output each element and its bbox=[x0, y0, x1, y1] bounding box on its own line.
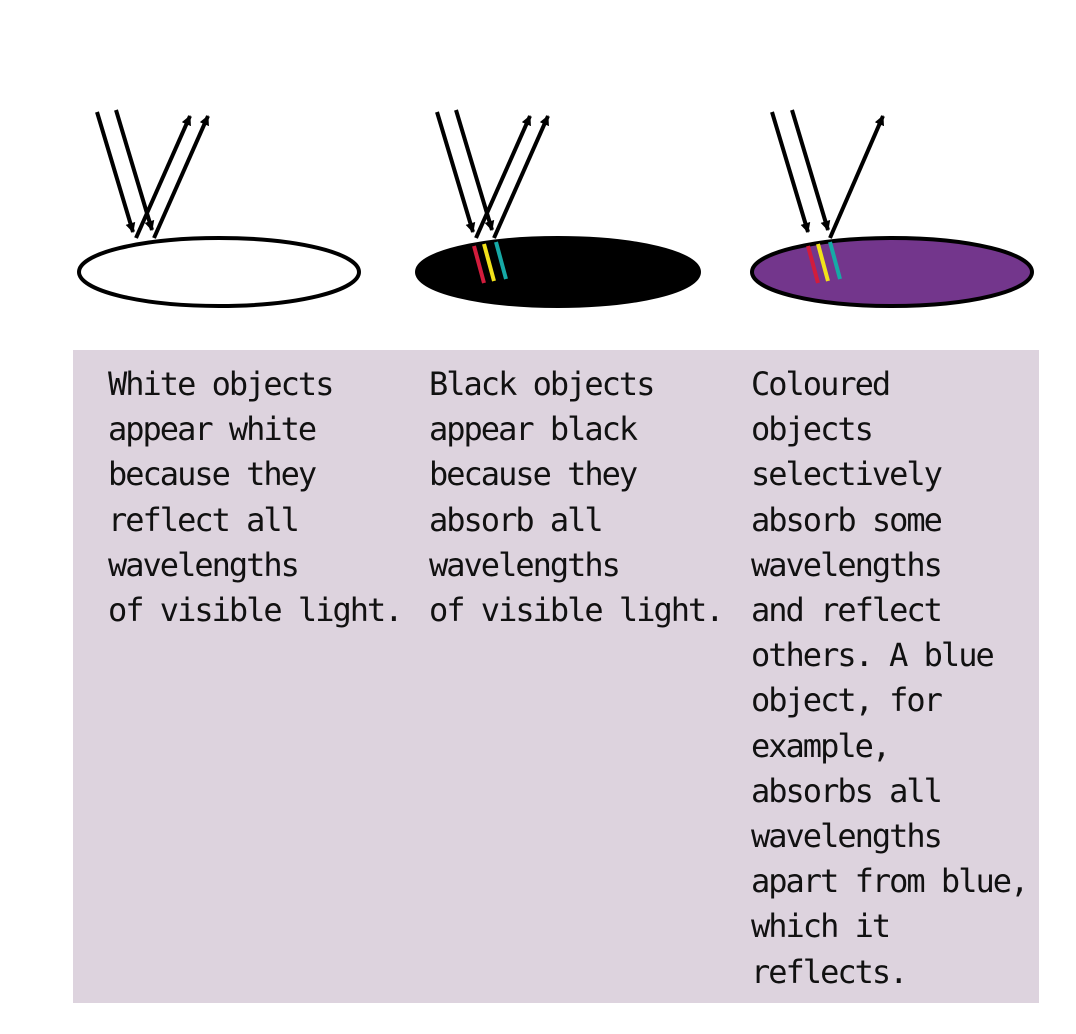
reflected-light-rays bbox=[134, 115, 210, 239]
incident-ray bbox=[790, 109, 831, 231]
incident-ray bbox=[454, 109, 495, 231]
absorbed-band-yellow bbox=[816, 243, 830, 282]
incident-ray bbox=[435, 111, 476, 233]
black-object-caption: Black objects appear black because they … bbox=[429, 365, 725, 630]
reflected-light-rays bbox=[474, 115, 550, 239]
incident-light-rays bbox=[435, 109, 495, 233]
black-object-ellipse bbox=[415, 236, 701, 308]
reflected-light-rays bbox=[828, 115, 885, 239]
incident-light-rays bbox=[95, 109, 155, 233]
reflected-ray bbox=[474, 115, 532, 239]
coloured-object-ellipse bbox=[750, 236, 1034, 308]
incident-light-rays bbox=[770, 109, 831, 233]
white-object-ellipse bbox=[77, 236, 361, 308]
incident-ray bbox=[114, 109, 155, 231]
absorbed-band-red bbox=[806, 245, 820, 284]
black-object-illustration bbox=[415, 109, 701, 308]
coloured-object-caption: Coloured objects selectively absorb some… bbox=[751, 365, 1029, 991]
white-object-illustration bbox=[77, 109, 361, 308]
absorbed-wavelength-bands bbox=[472, 241, 508, 284]
reflected-ray bbox=[492, 115, 550, 239]
incident-ray bbox=[770, 111, 811, 233]
light-reflection-illustrations bbox=[77, 109, 1034, 308]
coloured-object-illustration bbox=[750, 109, 1034, 308]
reflected-ray bbox=[828, 115, 885, 239]
reflected-ray bbox=[134, 115, 192, 239]
absorbed-band-yellow bbox=[482, 243, 496, 282]
absorbed-band-red bbox=[472, 245, 486, 284]
white-object-caption: White objects appear white because they … bbox=[108, 365, 404, 630]
absorbed-band-teal bbox=[828, 241, 842, 280]
reflected-ray bbox=[152, 115, 210, 239]
caption-panel bbox=[73, 350, 1039, 1003]
incident-ray bbox=[95, 111, 136, 233]
absorbed-wavelength-bands bbox=[806, 241, 842, 284]
absorbed-band-teal bbox=[494, 241, 508, 280]
